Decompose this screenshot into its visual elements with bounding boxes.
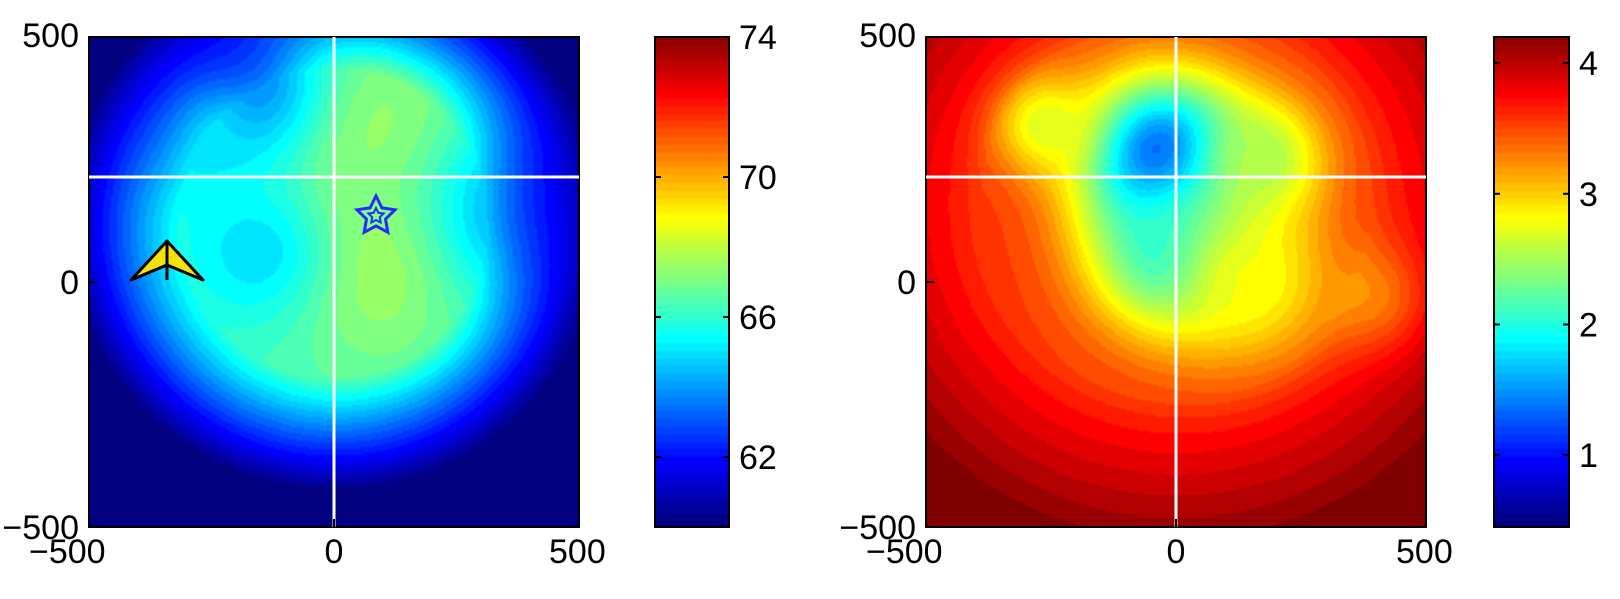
chart-1-colorbar-tick-label: 70 — [739, 159, 777, 197]
chart-2-x-tick-label: 0 — [1167, 533, 1186, 571]
chart-1-y-tick-label: 0 — [60, 264, 79, 302]
chart-1-colorbar-tick-label: 66 — [739, 299, 777, 337]
chart-1-colorbar-frame — [654, 36, 730, 528]
chart-2-x-tick-label: −500 — [866, 533, 943, 571]
chart-1: −500 0 500 500 0 −500 74 70 66 62 — [2, 17, 776, 571]
chart-1-colorbar — [655, 37, 729, 527]
chart-1-colorbar-tick-label: 74 — [739, 19, 777, 57]
chart-2-colorbar-tick-label: 3 — [1579, 176, 1598, 214]
chart-2-y-tick-label: 0 — [897, 264, 916, 302]
chart-1-y-tick-label: 500 — [22, 17, 79, 55]
chart-1-x-tick-label: 0 — [325, 533, 344, 571]
chart-1-x-tick-label: 500 — [549, 533, 606, 571]
chart-2-colorbar-tick-label: 4 — [1579, 45, 1598, 83]
chart-2-colorbar — [1494, 37, 1569, 527]
blue-star-marker — [353, 192, 399, 235]
chart-2-colorbar-tick-label: 1 — [1579, 437, 1598, 475]
chart-2-colorbar-tick-label: 2 — [1579, 306, 1598, 344]
yellow-arrowhead-marker — [129, 239, 205, 282]
chart-2-colorbar-frame — [1493, 36, 1570, 528]
chart-2: −500 0 500 500 0 −500 4 3 2 1 — [839, 17, 1598, 571]
chart-2-y-tick-label: −500 — [839, 509, 916, 547]
chart-2-x-tick-label: 500 — [1396, 533, 1453, 571]
chart-2-y-tick-label: 500 — [859, 17, 916, 55]
chart-1-x-tick-label: −500 — [29, 533, 106, 571]
chart-1-y-tick-label: −500 — [2, 509, 79, 547]
chart-1-colorbar-tick-label: 62 — [739, 439, 777, 477]
